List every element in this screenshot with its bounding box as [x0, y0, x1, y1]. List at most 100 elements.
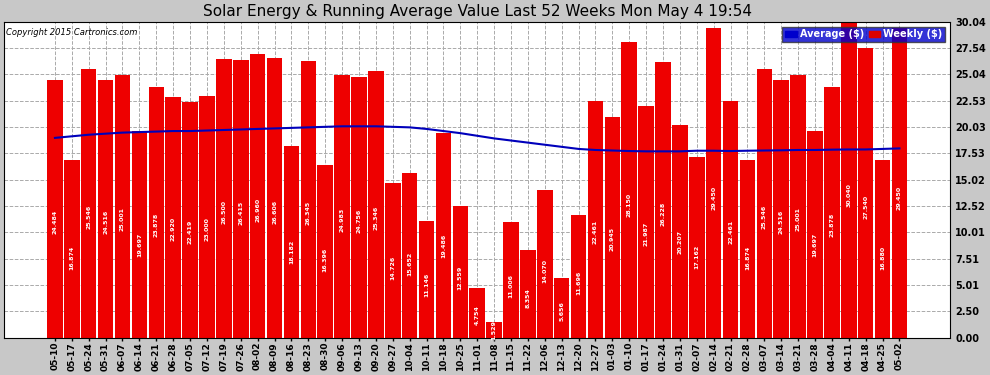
Bar: [875, 160, 890, 338]
Bar: [892, 28, 907, 338]
Text: 19.697: 19.697: [813, 232, 818, 256]
Text: 24.484: 24.484: [52, 210, 57, 234]
Text: 16.874: 16.874: [69, 246, 74, 270]
Bar: [81, 69, 96, 338]
Text: 8.354: 8.354: [526, 288, 531, 308]
Bar: [48, 80, 62, 338]
Text: 25.346: 25.346: [373, 206, 378, 230]
Text: 28.150: 28.150: [627, 192, 632, 217]
Text: 26.606: 26.606: [272, 200, 277, 224]
Text: 19.486: 19.486: [441, 233, 446, 258]
Text: 11.696: 11.696: [576, 270, 581, 294]
Bar: [486, 322, 502, 338]
Text: 16.880: 16.880: [880, 246, 885, 270]
Bar: [385, 183, 401, 338]
Bar: [301, 61, 316, 338]
Text: 24.516: 24.516: [779, 210, 784, 234]
Bar: [368, 71, 383, 338]
Bar: [622, 42, 637, 338]
Text: 14.726: 14.726: [390, 256, 395, 280]
Text: 12.559: 12.559: [457, 266, 462, 291]
Text: 24.983: 24.983: [340, 207, 345, 232]
Text: 23.000: 23.000: [205, 217, 210, 241]
Bar: [740, 160, 755, 338]
Bar: [807, 130, 823, 338]
Text: 23.878: 23.878: [153, 213, 158, 237]
Text: 26.960: 26.960: [255, 198, 260, 222]
Bar: [520, 250, 536, 338]
Bar: [503, 222, 519, 338]
Bar: [571, 215, 586, 338]
Text: 23.878: 23.878: [830, 213, 835, 237]
Bar: [706, 28, 722, 338]
Title: Solar Energy & Running Average Value Last 52 Weeks Mon May 4 19:54: Solar Energy & Running Average Value Las…: [203, 4, 751, 19]
Bar: [553, 278, 569, 338]
Text: 24.516: 24.516: [103, 210, 108, 234]
Text: 19.697: 19.697: [137, 232, 142, 256]
Bar: [756, 69, 772, 338]
Bar: [132, 130, 148, 338]
Text: 24.756: 24.756: [356, 209, 361, 233]
Bar: [842, 22, 856, 338]
Text: 25.001: 25.001: [796, 207, 801, 231]
Text: 14.070: 14.070: [543, 259, 547, 283]
Bar: [537, 190, 552, 338]
Bar: [165, 97, 181, 338]
Legend: Average ($), Weekly ($): Average ($), Weekly ($): [782, 27, 945, 42]
Bar: [216, 59, 232, 338]
Text: 16.396: 16.396: [323, 248, 328, 272]
Text: 15.652: 15.652: [407, 252, 412, 276]
Text: 25.546: 25.546: [86, 205, 91, 229]
Text: 22.461: 22.461: [728, 219, 733, 244]
Text: 18.182: 18.182: [289, 240, 294, 264]
Text: 25.546: 25.546: [762, 205, 767, 229]
Bar: [283, 147, 299, 338]
Text: 26.345: 26.345: [306, 201, 311, 225]
Bar: [689, 157, 705, 338]
Bar: [588, 102, 603, 338]
Bar: [335, 75, 349, 338]
Bar: [858, 48, 873, 338]
Bar: [790, 75, 806, 338]
Text: 29.450: 29.450: [897, 186, 902, 210]
Text: 22.920: 22.920: [170, 217, 175, 242]
Bar: [266, 58, 282, 338]
Text: 11.146: 11.146: [424, 273, 429, 297]
Bar: [249, 54, 265, 338]
Text: 21.987: 21.987: [644, 222, 648, 246]
Text: 4.754: 4.754: [474, 305, 480, 325]
Bar: [672, 125, 688, 338]
Text: 27.540: 27.540: [863, 195, 868, 219]
Bar: [452, 206, 468, 338]
Text: 26.415: 26.415: [239, 201, 244, 225]
Text: 11.006: 11.006: [509, 274, 514, 298]
Text: 22.461: 22.461: [593, 219, 598, 244]
Bar: [419, 220, 435, 338]
Bar: [351, 77, 366, 338]
Bar: [182, 102, 198, 338]
Text: 17.162: 17.162: [694, 244, 699, 268]
Text: 22.419: 22.419: [187, 219, 193, 244]
Bar: [824, 87, 840, 338]
Bar: [318, 165, 333, 338]
Text: 5.656: 5.656: [559, 301, 564, 321]
Text: 26.500: 26.500: [222, 200, 227, 224]
Text: 16.874: 16.874: [744, 246, 750, 270]
Text: Copyright 2015 Cartronics.com: Copyright 2015 Cartronics.com: [6, 28, 138, 37]
Bar: [605, 117, 620, 338]
Text: 29.450: 29.450: [711, 186, 716, 210]
Text: 20.945: 20.945: [610, 226, 615, 251]
Bar: [115, 75, 131, 338]
Bar: [655, 62, 671, 338]
Bar: [723, 102, 739, 338]
Text: 26.228: 26.228: [660, 201, 665, 226]
Text: 25.001: 25.001: [120, 207, 125, 231]
Bar: [98, 80, 114, 338]
Bar: [436, 133, 451, 338]
Bar: [639, 106, 653, 338]
Bar: [402, 173, 418, 338]
Bar: [148, 87, 164, 338]
Bar: [233, 60, 248, 338]
Bar: [199, 96, 215, 338]
Bar: [773, 80, 789, 338]
